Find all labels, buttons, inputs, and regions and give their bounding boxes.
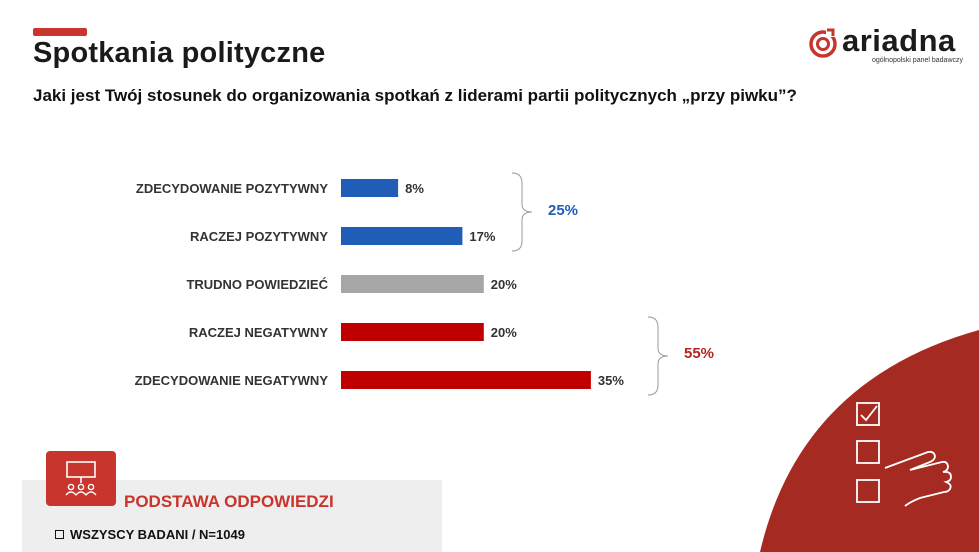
category-label: TRUDNO POWIEDZIEĆ <box>186 277 328 292</box>
value-label: 35% <box>598 373 624 388</box>
bar <box>341 275 484 293</box>
bar <box>341 227 463 245</box>
category-label: ZDECYDOWANIE NEGATYWNY <box>135 373 329 388</box>
checkbox-icon <box>55 530 64 539</box>
page-title: Spotkania polityczne <box>33 37 326 69</box>
category-label: RACZEJ NEGATYWNY <box>189 325 328 340</box>
bar-chart: ZDECYDOWANIE POZYTYWNY 8% RACZEJ POZYTYWNY… <box>135 172 669 396</box>
bar <box>341 371 591 389</box>
pointing-hand-icon <box>884 450 952 507</box>
category-label: RACZEJ POZYTYWNY <box>190 229 328 244</box>
category-label: ZDECYDOWANIE POZYTYWNY <box>136 181 328 196</box>
ariadna-logo-icon <box>809 28 837 58</box>
positive-total: 25% <box>548 202 579 219</box>
base-item-label: WSZYSCY BADANI / N=1049 <box>70 527 245 542</box>
group-brace <box>511 172 533 252</box>
value-label: 17% <box>469 229 495 244</box>
negative-total: 55% <box>684 345 715 362</box>
value-label: 20% <box>491 325 517 340</box>
value-label: 8% <box>405 181 424 196</box>
survey-question: Jaki jest Twój stosunek do organizowania… <box>33 86 797 105</box>
decorative-checklist-graphic <box>760 330 979 552</box>
meeting-icon <box>65 461 97 496</box>
base-title: PODSTAWA ODPOWIEDZI <box>124 492 334 511</box>
base-item: WSZYSCY BADANI / N=1049 <box>55 527 245 542</box>
base-icon-tile <box>46 451 116 506</box>
bar <box>341 179 399 197</box>
logo-subtitle: ogólnopolski panel badawczy <box>871 57 963 64</box>
value-label: 20% <box>491 277 517 292</box>
bar <box>341 323 484 341</box>
ariadna-logo: ariadna ogólnopolski panel badawczy <box>808 23 963 70</box>
logo-wordmark: ariadna <box>842 23 956 58</box>
checklist-icon <box>856 402 880 503</box>
group-brace <box>647 316 669 396</box>
title-accent-bar <box>33 28 87 36</box>
